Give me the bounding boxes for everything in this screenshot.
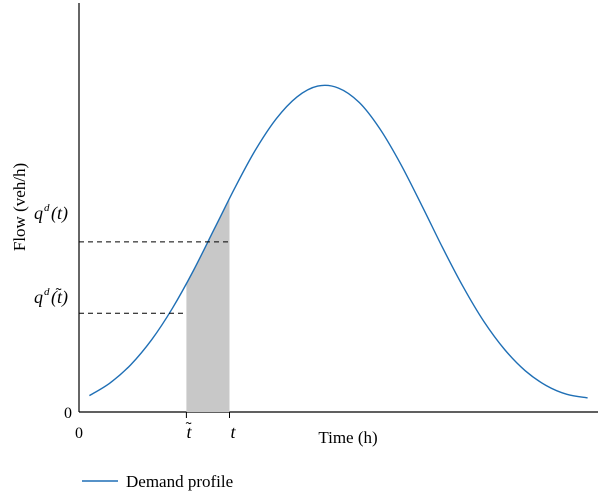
x-tick-tilde-t-symbol: t bbox=[186, 422, 192, 442]
y-tick-qd-tilde-t: q d (t) bbox=[34, 286, 68, 308]
x-tick-t: t bbox=[230, 422, 236, 442]
demand-curve bbox=[89, 84, 588, 399]
tilde-mark bbox=[55, 288, 62, 291]
tilde-mark bbox=[185, 422, 192, 425]
y-tick-qd-tilde-t-base: q bbox=[34, 287, 43, 307]
y-tick-qd-tilde-t-arg: (t) bbox=[51, 287, 68, 308]
x-tick-tilde-t: t bbox=[185, 422, 192, 442]
guide-lines bbox=[79, 241, 230, 418]
y-tick-qd-t-arg: (t) bbox=[51, 203, 68, 224]
y-tick-qd-t-sup: d bbox=[44, 202, 50, 214]
shaded-area bbox=[186, 198, 230, 412]
y-axis-label: Flow (veh/h) bbox=[10, 163, 29, 251]
legend: Demand profile bbox=[82, 472, 233, 491]
legend-label: Demand profile bbox=[126, 472, 233, 491]
y-tick-qd-t-base: q bbox=[34, 203, 43, 223]
y-tick-qd-t: q d (t) bbox=[34, 202, 68, 224]
x-axis-label: Time (h) bbox=[318, 428, 377, 447]
x-origin-label: 0 bbox=[75, 425, 83, 442]
y-origin-label: 0 bbox=[64, 405, 72, 422]
y-tick-qd-tilde-t-symbol: t bbox=[57, 287, 63, 307]
y-tick-qd-tilde-t-sup: d bbox=[44, 286, 50, 298]
